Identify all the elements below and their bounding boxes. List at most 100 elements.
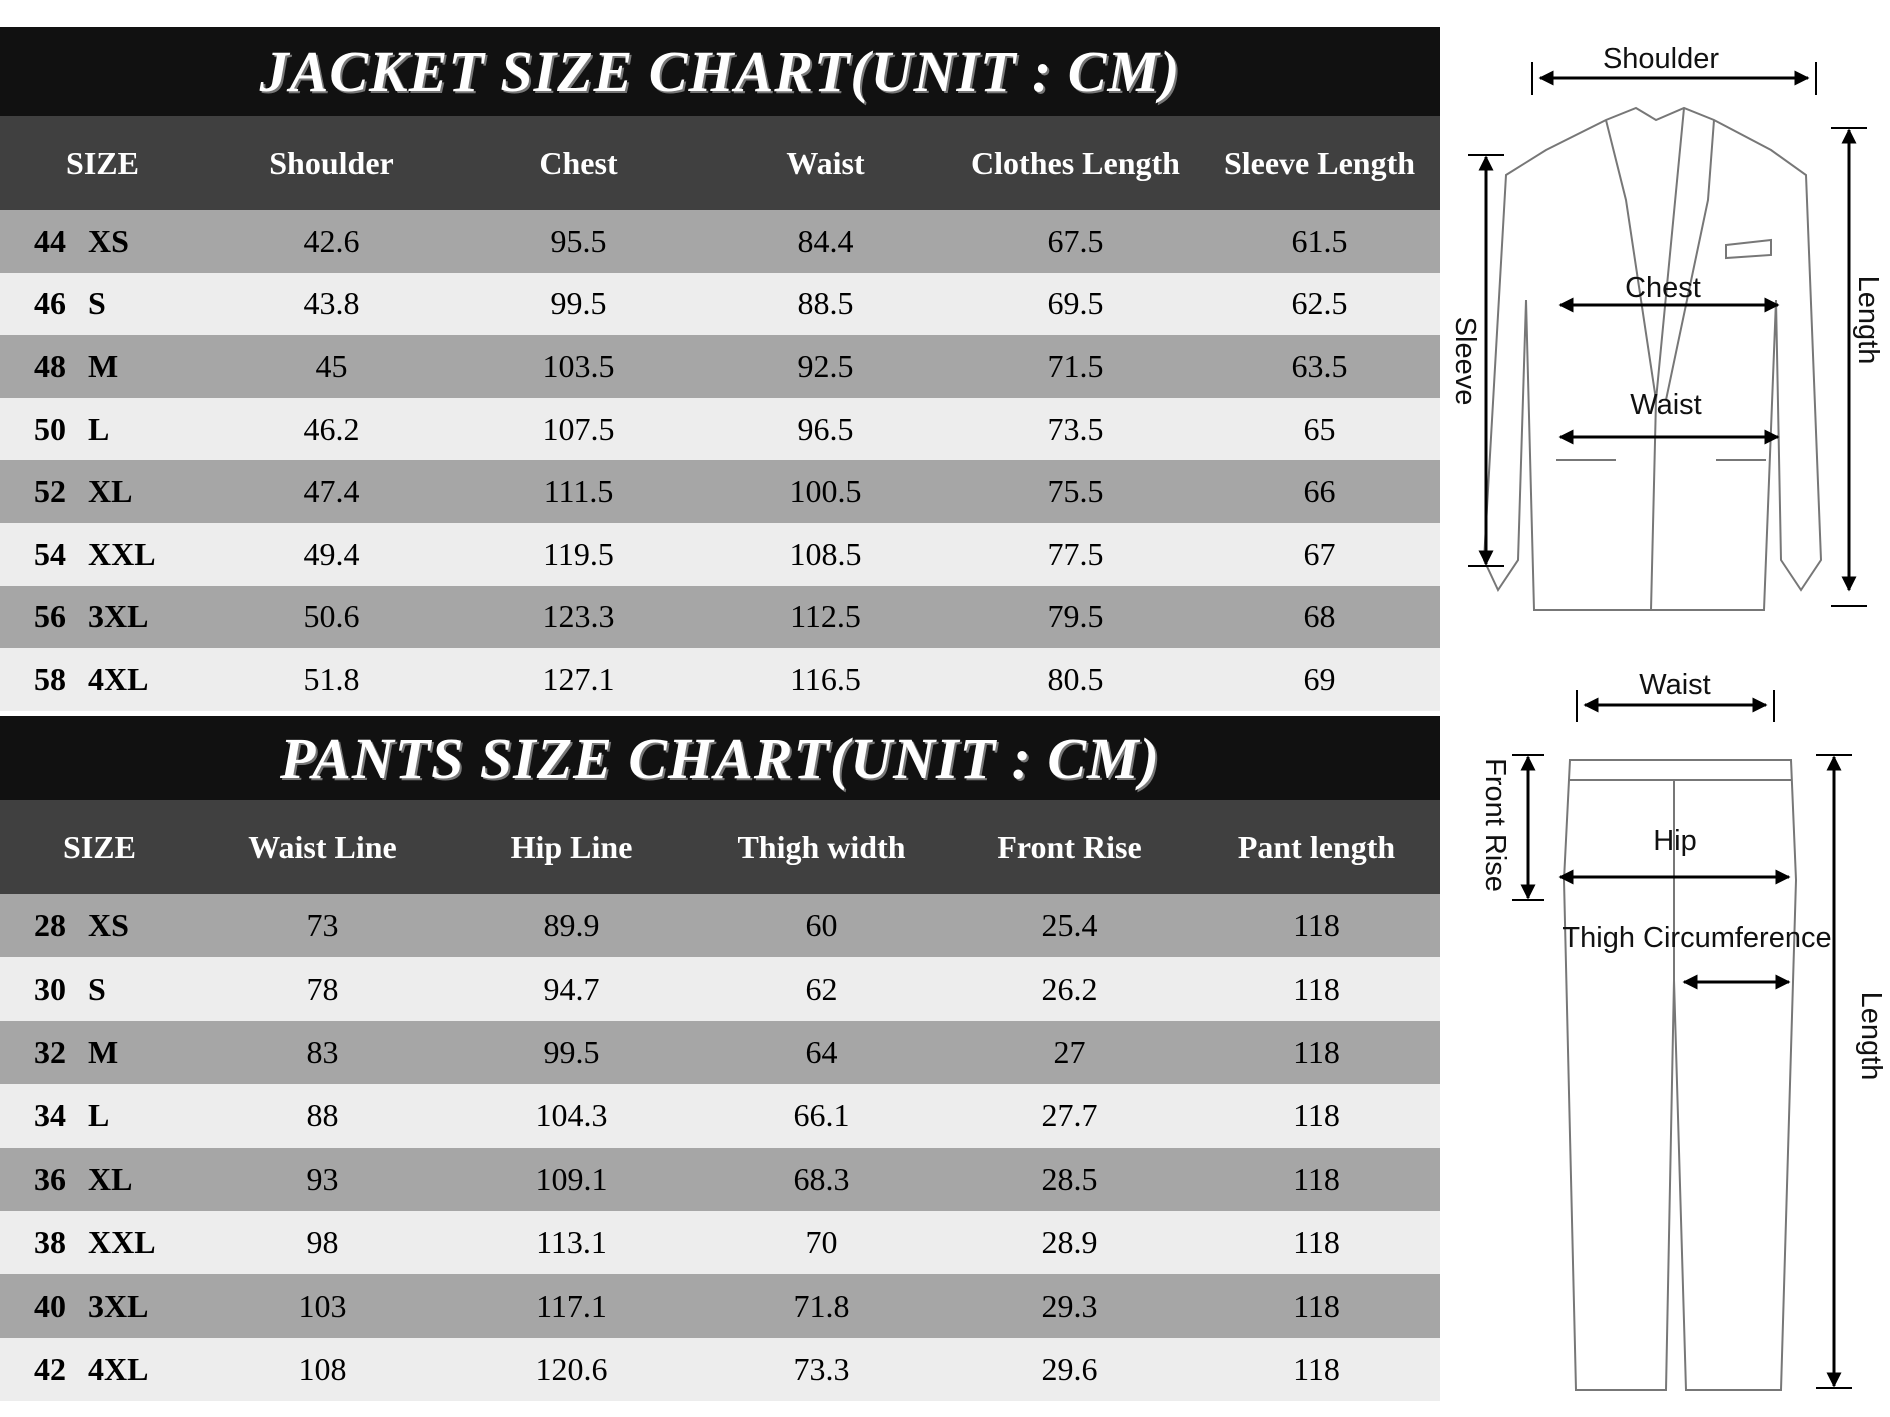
column-header: Front Rise	[946, 800, 1193, 894]
measurement: 107.5	[458, 397, 699, 461]
measurement: 25.4	[946, 894, 1193, 958]
measurement: 118	[1193, 894, 1440, 958]
length-label: Length	[1855, 992, 1887, 1081]
measurement: 27	[946, 1020, 1193, 1085]
front-rise-label: Front Rise	[1479, 758, 1511, 892]
waist-label: Waist	[1630, 389, 1701, 421]
size-row: 54 XXL 49.4 119.5 108.5 77.5 67	[0, 522, 1440, 586]
measurement: 120.6	[446, 1337, 697, 1402]
size-cell: 48 M	[0, 335, 205, 398]
size-cell: 58 4XL	[0, 648, 205, 711]
size-letter: XXL	[88, 535, 156, 572]
measurement: 94.7	[446, 957, 697, 1021]
measurement: 93	[199, 1147, 446, 1211]
size-cell: 36 XL	[0, 1147, 199, 1211]
measurement: 80.5	[952, 648, 1199, 711]
measurement: 70	[697, 1210, 946, 1275]
size-row: 42 4XL 108 120.6 73.3 29.6 118	[0, 1337, 1440, 1402]
size-row: 32 M 83 99.5 64 27 118	[0, 1020, 1440, 1085]
measurement: 73.5	[952, 397, 1199, 461]
pants-title: PANTS SIZE CHART(UNIT : CM)	[0, 716, 1440, 800]
hip-label: Hip	[1653, 825, 1697, 857]
column-header: Chest	[458, 116, 699, 210]
measurement: 66.1	[697, 1084, 946, 1148]
measurement: 62	[697, 957, 946, 1021]
measurement: 123.3	[458, 585, 699, 649]
size-number: 54	[34, 535, 66, 572]
size-diagram: Shoulder Chest Waist Sleeve Length Waist…	[1449, 43, 1887, 1391]
size-row: 28 XS 73 89.9 60 25.4 118	[0, 894, 1440, 958]
size-letter: XXL	[88, 1224, 156, 1261]
size-letter: XS	[88, 222, 129, 259]
chest-label: Chest	[1625, 272, 1701, 304]
size-cell: 42 4XL	[0, 1337, 199, 1402]
size-row: 46 S 43.8 99.5 88.5 69.5 62.5	[0, 272, 1440, 336]
measurement: 119.5	[458, 522, 699, 586]
measurement: 118	[1193, 1274, 1440, 1338]
measurement: 29.3	[946, 1274, 1193, 1338]
measurement: 61.5	[1199, 210, 1440, 273]
size-number: 36	[34, 1160, 66, 1197]
size-number: 32	[34, 1033, 66, 1070]
size-letter: L	[88, 1097, 110, 1134]
measurement: 71.5	[952, 335, 1199, 398]
size-number: 56	[34, 598, 66, 635]
measurement: 103.5	[458, 335, 699, 398]
measurement: 92.5	[699, 335, 952, 398]
measurement: 51.8	[205, 648, 458, 711]
size-cell: 38 XXL	[0, 1210, 199, 1275]
size-row: 30 S 78 94.7 62 26.2 118	[0, 957, 1440, 1021]
measurement: 84.4	[699, 210, 952, 273]
measurement: 96.5	[699, 397, 952, 461]
column-header: Sleeve Length	[1199, 116, 1440, 210]
measurement: 117.1	[446, 1274, 697, 1338]
size-number: 46	[34, 285, 66, 322]
measurement: 69.5	[952, 272, 1199, 336]
size-row: 34 L 88 104.3 66.1 27.7 118	[0, 1084, 1440, 1148]
jacket-table: SIZE Shoulder Chest Waist Clothes Length Slee…	[0, 116, 1440, 711]
pants-drawing: Waist Hip Thigh Circumference Front Rise…	[1479, 669, 1887, 1391]
measurement: 28.9	[946, 1210, 1193, 1275]
measurement: 66	[1199, 460, 1440, 523]
column-header: Hip Line	[446, 800, 697, 894]
measurement: 43.8	[205, 272, 458, 336]
measurement: 108	[199, 1337, 446, 1402]
measurement: 65	[1199, 397, 1440, 461]
measurement: 78	[199, 957, 446, 1021]
measurement: 118	[1193, 1020, 1440, 1085]
measurement: 113.1	[446, 1210, 697, 1275]
size-number: 52	[34, 473, 66, 510]
pants-chart: PANTS SIZE CHART(UNIT : CM) SIZE Waist Li…	[0, 716, 1440, 1402]
waist-label: Waist	[1639, 669, 1710, 701]
size-letter: L	[88, 410, 110, 447]
size-letter: XL	[88, 473, 133, 510]
measurement: 111.5	[458, 460, 699, 523]
size-cell: 32 M	[0, 1020, 199, 1085]
column-header: Pant length	[1193, 800, 1440, 894]
size-letter: XS	[88, 907, 129, 944]
measurement: 69	[1199, 648, 1440, 711]
measurement: 73.3	[697, 1337, 946, 1402]
measurement: 79.5	[952, 585, 1199, 649]
measurement: 77.5	[952, 522, 1199, 586]
measurement: 46.2	[205, 397, 458, 461]
measurement: 47.4	[205, 460, 458, 523]
column-header: Thigh width	[697, 800, 946, 894]
thigh-label: Thigh Circumference	[1562, 922, 1831, 954]
measurement: 29.6	[946, 1337, 1193, 1402]
measurement: 116.5	[699, 648, 952, 711]
measurement: 42.6	[205, 210, 458, 273]
column-header: SIZE	[0, 116, 205, 210]
measurement: 118	[1193, 1337, 1440, 1402]
size-cell: 50 L	[0, 397, 205, 461]
size-row: 36 XL 93 109.1 68.3 28.5 118	[0, 1147, 1440, 1211]
measurement: 26.2	[946, 957, 1193, 1021]
measurement: 103	[199, 1274, 446, 1338]
measurement: 75.5	[952, 460, 1199, 523]
size-letter: XL	[88, 1160, 133, 1197]
size-row: 58 4XL 51.8 127.1 116.5 80.5 69	[0, 648, 1440, 711]
size-letter: S	[88, 970, 106, 1007]
size-number: 38	[34, 1224, 66, 1261]
size-cell: 54 XXL	[0, 522, 205, 586]
